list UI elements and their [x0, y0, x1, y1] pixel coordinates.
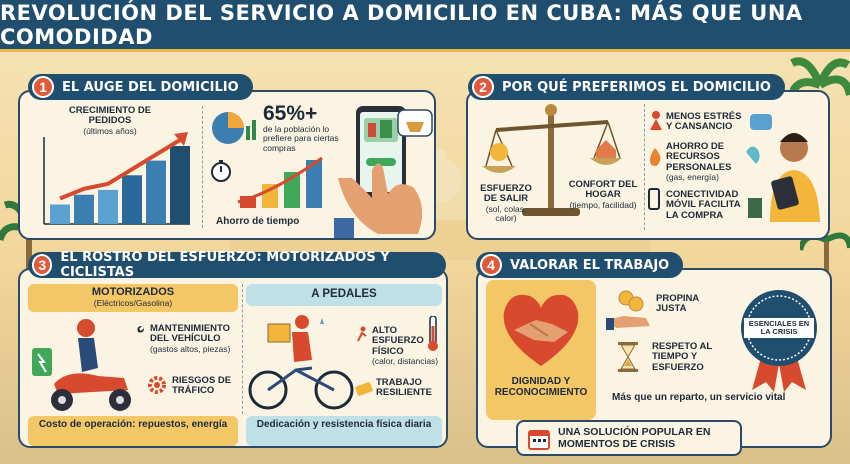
- section-3-title: EL ROSTRO DEL ESFUERZO: MOTORIZADOS Y CI…: [60, 250, 390, 280]
- award-badge-icon: [741, 290, 817, 392]
- moto-item-1: MANTENIMIENTO DEL VEHÍCULO (gastos altos…: [150, 323, 246, 354]
- balance-scale-illustration: [482, 104, 622, 216]
- section-2-number: 2: [472, 76, 494, 98]
- moto-item-2: RIESGOS DE TRÁFICO: [172, 375, 232, 397]
- calendar-icon: [528, 430, 550, 450]
- growth-bar: [122, 175, 142, 224]
- running-person-icon: [357, 326, 367, 342]
- growth-sub-text: (últimos años): [83, 125, 137, 136]
- phone-shopping-illustration: [334, 106, 433, 238]
- growth-bar: [50, 204, 70, 224]
- divider: [242, 284, 243, 414]
- time-label: Ahorro de tiempo: [216, 216, 300, 227]
- growth-bar: [74, 194, 94, 224]
- person-with-tablet-illustration: [746, 114, 820, 222]
- panel-rostro-esfuerzo: MOTORIZADOS (Eléctricos/Gasolina) A PEDA…: [18, 250, 448, 448]
- crisis-note: UNA SOLUCIÓN POPULAR EN MOMENTOS DE CRIS…: [516, 420, 742, 456]
- pedal-footer: Dedicación y resistencia física diaria: [246, 416, 442, 446]
- badge-text: ESENCIALES EN LA CRISIS: [748, 319, 810, 337]
- bicycle-courier-illustration: [248, 315, 354, 410]
- section-3-header: 3 EL ROSTRO DEL ESFUERZO: MOTORIZADOS Y …: [28, 250, 446, 280]
- title-bar: REVOLUCIÓN DEL SERVICIO A DOMICILIO EN C…: [0, 0, 850, 52]
- mobile-phone-icon: [648, 188, 660, 210]
- moto-item-1-text: MANTENIMIENTO DEL VEHÍCULO: [150, 323, 231, 345]
- growth-bar: [146, 160, 166, 224]
- section-4-header: 4 VALORAR EL TRABAJO: [476, 252, 684, 278]
- benefit-2-text: AHORRO DE RECURSOS PERSONALES: [666, 141, 732, 173]
- moto-footer: Costo de operación: repuestos, energía: [28, 416, 238, 446]
- benefit-2: AHORRO DE RECURSOS PERSONALES (gas, ener…: [666, 141, 750, 183]
- section-4-title: VALORAR EL TRABAJO: [510, 257, 670, 273]
- divider: [644, 104, 645, 230]
- respect-text: RESPETO AL TIEMPO Y ESFUERZO: [652, 341, 713, 373]
- growth-chart: [43, 132, 190, 225]
- benefit-1: MENOS ESTRÉS Y CANSANCIO: [666, 111, 742, 133]
- pie-chart-icon: [212, 112, 256, 144]
- dignity-text: DIGNIDAD Y RECONOCIMIENTO: [494, 376, 588, 398]
- effort-label: ESFUERZO DE SALIR (sol, colas, calor): [476, 183, 536, 224]
- moto-item-1-sub: (gastos altos, piezas): [150, 343, 231, 354]
- comfort-label: CONFORT DEL HOGAR (tiempo, facilidad): [568, 179, 638, 210]
- growth-label-text: CRECIMIENTO DE PEDIDOS: [68, 105, 152, 127]
- electric-scooter-rider-illustration: [32, 319, 131, 411]
- effort-label-text: ESFUERZO DE SALIR: [480, 183, 532, 205]
- moto-title: MOTORIZADOS: [91, 286, 175, 298]
- comfort-sub-text: (tiempo, facilidad): [569, 199, 637, 210]
- gear-icon: [148, 376, 166, 394]
- section-1-header: 1 EL AUGE DEL DOMICILIO: [28, 74, 253, 100]
- energy-bar-icon: [355, 382, 373, 396]
- wrench-icon: [129, 326, 144, 341]
- growth-chart-label: CRECIMIENTO DE PEDIDOS (últimos años): [50, 105, 170, 136]
- growth-bar: [98, 189, 118, 224]
- flame-icon: [650, 148, 661, 166]
- pedal-item-2: TRABAJO RESILIENTE: [376, 377, 432, 399]
- stat-value: 65%+: [263, 102, 318, 125]
- pedal-item-1-text: ALTO ESFUERZO FÍSICO: [372, 325, 424, 357]
- growth-bar: [170, 146, 190, 224]
- section-2-title: POR QUÉ PREFERIMOS EL DOMICILIO: [502, 79, 771, 95]
- time-bar: [306, 160, 322, 208]
- moto-sub: (Eléctricos/Gasolina): [93, 298, 173, 308]
- heart-handshake-icon: [503, 294, 579, 366]
- section-2-header: 2 POR QUÉ PREFERIMOS EL DOMICILIO: [468, 74, 785, 100]
- pedal-item-1-sub: (calor, distancias): [372, 356, 439, 367]
- time-savings-chart: [237, 156, 323, 208]
- comfort-label-text: CONFORT DEL HOGAR: [568, 179, 638, 201]
- benefit-2-sub: (gas, energía): [666, 172, 719, 183]
- hourglass-icon: [618, 342, 638, 372]
- pedal-header: A PEDALES: [246, 284, 442, 306]
- section-1-number: 1: [32, 76, 54, 98]
- page-title: REVOLUCIÓN DEL SERVICIO A DOMICILIO EN C…: [0, 0, 803, 49]
- panel-por-que-preferimos: ESFUERZO DE SALIR (sol, colas, calor) CO…: [466, 74, 830, 240]
- section-1-title: EL AUGE DEL DOMICILIO: [62, 79, 239, 95]
- section-3-number: 3: [32, 254, 53, 276]
- stat-description: de la población lo prefiere para ciertas…: [263, 124, 339, 153]
- tagline: Más que un reparto, un servicio vital: [612, 392, 786, 403]
- section-4-number: 4: [480, 254, 502, 276]
- person-relax-icon: [650, 111, 662, 130]
- stopwatch-icon: [211, 160, 231, 182]
- tip-text: PROPINA JUSTA: [656, 293, 699, 315]
- divider: [202, 106, 203, 228]
- crisis-note-text: UNA SOLUCIÓN POPULAR EN MOMENTOS DE CRIS…: [558, 426, 711, 450]
- pedal-item-1: ALTO ESFUERZO FÍSICO (calor, distancias): [372, 325, 442, 367]
- panel-auge-domicilio: CRECIMIENTO DE PEDIDOS (últimos años) 65…: [18, 74, 436, 240]
- moto-header: MOTORIZADOS (Eléctricos/Gasolina): [28, 284, 238, 312]
- benefit-3: CONECTIVIDAD MÓVIL FACILITA LA COMPRA: [666, 189, 741, 221]
- panel-valorar-trabajo: DIGNIDAD Y RECONOCIMIENTO PROPINA JUSTA …: [476, 252, 832, 448]
- palm-tree-right-icon: [790, 57, 850, 102]
- effort-sub-text: (sol, colas, calor): [485, 203, 527, 224]
- thermometer-icon: [428, 316, 438, 351]
- tip-coins-hand-icon: [606, 290, 650, 330]
- dignity-card: DIGNIDAD Y RECONOCIMIENTO: [486, 280, 596, 420]
